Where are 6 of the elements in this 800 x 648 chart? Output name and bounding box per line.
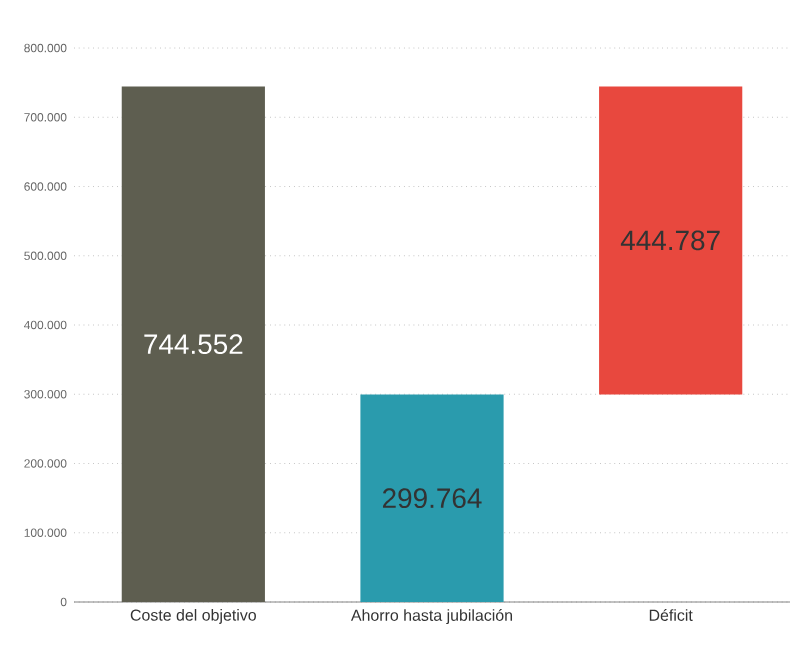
bar — [121, 86, 265, 602]
bar — [599, 86, 743, 395]
bar — [360, 394, 504, 602]
data-label: 744.552 — [144, 334, 243, 355]
data-label: 444.787 — [620, 230, 720, 251]
data-label: 299.764 — [382, 488, 482, 509]
